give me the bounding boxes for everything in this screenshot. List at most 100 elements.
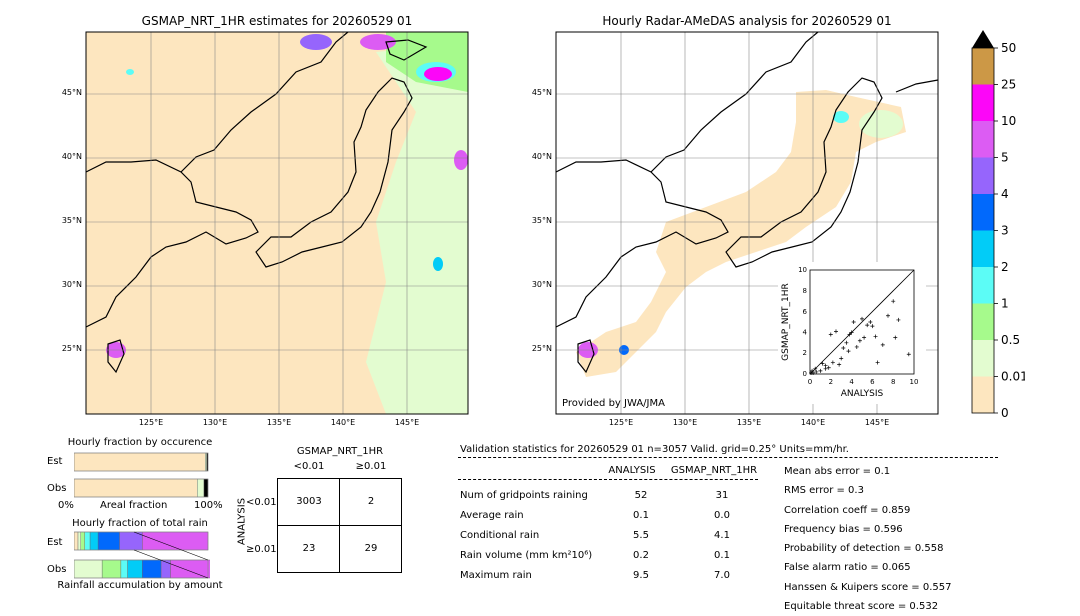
stacked-bar-segment (74, 531, 79, 551)
x-tick: 2 (829, 378, 833, 386)
x-tick: 0 (808, 378, 812, 386)
occurrence-title: Hourly fraction by occurence (67, 437, 213, 448)
scatter-point (839, 356, 844, 361)
occurrence-bars (74, 452, 209, 498)
scatter-point (857, 338, 862, 343)
bar-outline (74, 452, 209, 472)
scatter-point (834, 329, 838, 334)
stats-divider (458, 479, 758, 480)
y-tick: 6 (803, 308, 808, 316)
rain-label-est: Est (47, 537, 63, 548)
contingency-cell: 2 (367, 496, 375, 507)
table-row: Rain volume (mm km²10⁶) 0.2 0.1 (460, 545, 762, 565)
stacked-bar-segment (89, 531, 99, 551)
stacked-bar-segment (170, 559, 210, 579)
lat-label: 25°N (532, 344, 552, 353)
scatter-point (862, 335, 867, 340)
scatter-point (880, 342, 885, 347)
scatter-point (823, 366, 828, 371)
lon-label: 125°E (609, 418, 633, 427)
x-tick: 8 (891, 378, 895, 386)
radar-coverage (576, 90, 906, 377)
contingency-row-header: <0.01 (246, 497, 277, 508)
stat-label: Average rain (460, 509, 524, 521)
stats-table: Num of gridpoints raining 52 31 Average … (460, 485, 762, 585)
colorbar-segment (972, 230, 994, 267)
colorbar-segment (972, 121, 994, 158)
stat-gsmap: 31 (715, 489, 729, 501)
scatter-point (837, 362, 842, 367)
score-hk: Hanssen & Kuipers score = 0.557 (784, 581, 952, 593)
colorbar-level-label: 4 (1001, 187, 1009, 201)
colorbar-level-label: 1 (1001, 297, 1009, 311)
scatter-point (813, 366, 818, 371)
lat-label: 40°N (62, 152, 82, 161)
stat-label: Rain volume (mm km²10⁶) (460, 549, 593, 561)
lon-label: 145°E (865, 418, 889, 427)
colorbar-segment (972, 84, 994, 121)
lat-label: 45°N (532, 88, 552, 97)
scatter-point (818, 368, 823, 373)
stat-label: Conditional rain (460, 529, 540, 541)
scatter-point (854, 344, 859, 349)
lon-label: 125°E (139, 418, 163, 427)
table-row: Num of gridpoints raining 52 31 (460, 485, 762, 505)
stacked-bar-segment (119, 531, 143, 551)
y-tick: 4 (803, 329, 808, 337)
coastline (85, 31, 428, 374)
colorbar-segment (972, 194, 994, 231)
identity-line (809, 269, 915, 375)
lat-label: 30°N (62, 280, 82, 289)
stacked-bar-segment (84, 531, 91, 551)
stat-analysis: 52 (634, 489, 648, 501)
stacked-bar-segment (80, 531, 85, 551)
right-map: Provided by JWA/JMA 45°N 40°N 35°N 30°N … (532, 31, 939, 427)
rain-label-obs: Obs (47, 564, 67, 575)
colorbar-level-label: 10 (1001, 114, 1016, 128)
score-correlation: Correlation coeff = 0.859 (784, 504, 911, 516)
colorbar-level-label: 25 (1001, 78, 1016, 92)
stat-analysis: 9.5 (633, 569, 649, 581)
scatter-point (896, 317, 901, 322)
stacked-bar-segment (160, 559, 171, 579)
occ-x-tick-100: 100% (194, 500, 223, 511)
colorbar-level-label: 0.5 (1001, 333, 1020, 347)
stats-col-analysis: ANALYSIS (608, 465, 656, 476)
contingency-row-header: ≥0.01 (246, 544, 277, 555)
scores-list: Mean abs error = 0.1 RMS error = 0.3 Cor… (784, 462, 951, 616)
stacked-bar-segment (142, 559, 162, 579)
connector-line (133, 549, 209, 579)
lon-label: 130°E (203, 418, 227, 427)
lat-label: 35°N (62, 216, 82, 225)
stats-header: Validation statistics for 20260529 01 n=… (460, 444, 849, 455)
scatter-point (847, 332, 852, 337)
colorbar-segment (972, 303, 994, 340)
scatter-ylabel: GSMAP_NRT_1HR (781, 283, 791, 361)
y-tick: 0 (803, 370, 807, 378)
scatter-point (814, 369, 819, 374)
score-mae: Mean abs error = 0.1 (784, 466, 891, 477)
lat-label: 35°N (532, 216, 552, 225)
score-rmse: RMS error = 0.3 (784, 485, 864, 497)
left-map-title: GSMAP_NRT_1HR estimates for 20260529 01 (141, 14, 413, 28)
colorbar-level-label: 50 (1001, 41, 1016, 55)
bar-outline (74, 531, 209, 551)
rain-fraction-bars (74, 531, 210, 579)
colorbar-level-label: 0.01 (1001, 370, 1025, 384)
lon-label: 135°E (737, 418, 761, 427)
colorbar-level-label: 5 (1001, 151, 1009, 165)
scatter-point (886, 313, 890, 318)
stat-gsmap: 4.1 (714, 529, 730, 541)
scatter-xlabel: ANALYSIS (841, 389, 884, 399)
lon-label: 140°E (801, 418, 825, 427)
occ-label-est: Est (47, 456, 63, 467)
stat-analysis: 0.1 (633, 509, 649, 521)
scatter-point (810, 368, 815, 373)
scatter-point (849, 330, 854, 335)
contingency-col-header: ≥0.01 (355, 461, 387, 472)
colorbar-level-label: 0 (1001, 406, 1009, 420)
score-far: False alarm ratio = 0.065 (784, 562, 911, 574)
lon-label: 145°E (395, 418, 419, 427)
stacked-bar-segment (197, 478, 205, 498)
table-row: Conditional rain 5.5 4.1 (460, 525, 762, 545)
